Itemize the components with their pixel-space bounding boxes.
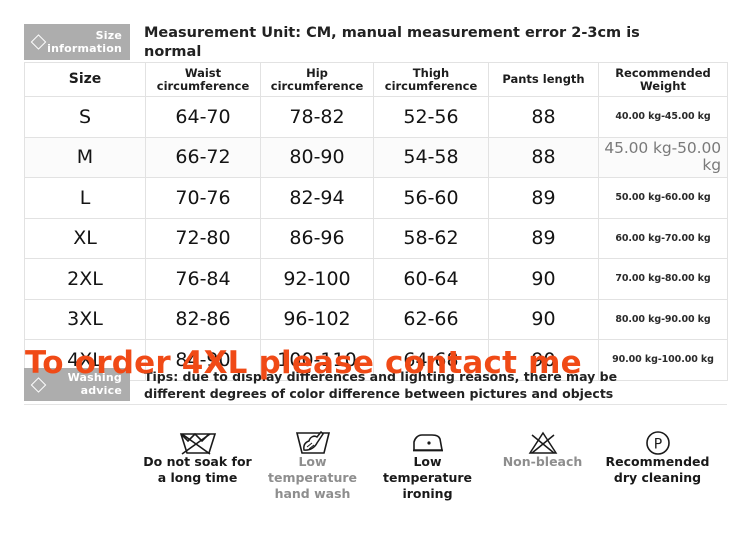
size-information-header: Size information Measurement Unit: CM, m… <box>24 24 726 62</box>
pants-length-cell: 90 <box>488 298 599 340</box>
weight-cell: 90.00 kg-100.00 kg <box>598 339 728 381</box>
size-cell: L <box>24 177 146 219</box>
pants-length-cell: 89 <box>488 217 599 259</box>
column-header-size: Size <box>24 62 146 97</box>
table-row: XL 72-80 86-96 58-62 89 60.00 kg-70.00 kg <box>24 217 728 259</box>
wash-tag-line-1: Washing <box>67 371 122 384</box>
diamond-icon <box>30 376 47 393</box>
thigh-cell: 54-58 <box>373 136 489 178</box>
weight-cell: 45.00 kg-50.00 kg <box>598 136 728 178</box>
iron-icon <box>405 428 451 458</box>
table-row: 2XL 76-84 92-100 60-64 90 70.00 kg-80.00 kg <box>24 258 728 300</box>
table-row: S 64-70 78-82 52-56 88 40.00 kg-45.00 kg <box>24 96 728 138</box>
hand-wash-icon <box>290 428 336 458</box>
size-cell: 2XL <box>24 258 146 300</box>
washing-advice-header: Washing advice Tips: due to display diff… <box>24 368 726 402</box>
weight-cell: 60.00 kg-70.00 kg <box>598 217 728 259</box>
washing-advice-tag: Washing advice <box>24 368 130 401</box>
diamond-icon <box>30 34 47 50</box>
pants-length-cell: 89 <box>488 177 599 219</box>
care-label: Non-bleach <box>502 454 583 469</box>
size-cell: XL <box>24 217 146 259</box>
column-header-recommended-weight: Recommended Weight <box>598 62 728 97</box>
table-row: 3XL 82-86 96-102 62-66 90 80.00 kg-90.00 kg <box>24 298 728 340</box>
hip-cell: 78-82 <box>260 96 374 138</box>
table-header-row: Size Waist circumference Hip circumferen… <box>24 62 728 97</box>
color-difference-note: Tips: due to display differences and lig… <box>144 369 618 401</box>
weight-cell: 70.00 kg-80.00 kg <box>598 258 728 300</box>
table-row: L 70-76 82-94 56-60 89 50.00 kg-60.00 kg <box>24 177 728 219</box>
table-row: M 66-72 80-90 54-58 88 45.00 kg-50.00 kg <box>24 136 728 178</box>
thigh-cell: 62-66 <box>373 298 489 340</box>
column-header-hip: Hip circumference <box>260 62 374 97</box>
hip-cell: 92-100 <box>260 258 374 300</box>
waist-cell: 72-80 <box>145 217 261 259</box>
column-header-pants-length: Pants length <box>488 62 599 97</box>
wash-tag-line-2: advice <box>80 384 122 397</box>
hip-cell: 82-94 <box>260 177 374 219</box>
care-label: Do not soak for a long time <box>143 454 252 485</box>
care-label: Recommended dry cleaning <box>605 454 710 485</box>
pants-length-cell: 88 <box>488 136 599 178</box>
waist-cell: 66-72 <box>145 136 261 178</box>
do-not-soak-icon <box>175 428 221 458</box>
table-row: 4XL 84-90 100-110 64-68 90 90.00 kg-100.00 kg <box>24 339 728 381</box>
hip-cell: 86-96 <box>260 217 374 259</box>
hip-cell: 96-102 <box>260 298 374 340</box>
size-tag-line-2: information <box>47 41 122 55</box>
column-header-waist: Waist circumference <box>145 62 261 97</box>
thigh-cell: 60-64 <box>373 258 489 300</box>
non-bleach-icon <box>520 428 566 458</box>
measurement-unit-title: Measurement Unit: CM, manual measurement… <box>144 25 640 60</box>
waist-cell: 82-86 <box>145 298 261 340</box>
size-tag-line-1: Size <box>95 28 122 42</box>
care-item: Non-bleach <box>485 428 600 470</box>
size-information-tag: Size information <box>24 24 130 60</box>
care-instructions-row: Do not soak for a long time Low temperatu… <box>140 428 715 502</box>
hip-cell: 80-90 <box>260 136 374 178</box>
svg-text:P: P <box>653 437 661 453</box>
weight-cell: 50.00 kg-60.00 kg <box>598 177 728 219</box>
column-header-thigh: Thigh circumference <box>373 62 489 97</box>
waist-cell: 76-84 <box>145 258 261 300</box>
care-item: Low temperature hand wash <box>255 428 370 502</box>
care-item: Do not soak for a long time <box>140 428 255 486</box>
size-cell: S <box>24 96 146 138</box>
size-cell: 3XL <box>24 298 146 340</box>
care-item: P Recommended dry cleaning <box>600 428 715 486</box>
pants-length-cell: 88 <box>488 96 599 138</box>
divider <box>24 404 727 405</box>
weight-cell: 40.00 kg-45.00 kg <box>598 96 728 138</box>
thigh-cell: 58-62 <box>373 217 489 259</box>
waist-cell: 84-90 <box>145 339 261 381</box>
thigh-cell: 64-68 <box>373 339 489 381</box>
waist-cell: 70-76 <box>145 177 261 219</box>
waist-cell: 64-70 <box>145 96 261 138</box>
size-chart-table: Size Waist circumference Hip circumferen… <box>24 62 728 381</box>
care-item: Low temperature ironing <box>370 428 485 502</box>
care-label: Low temperature hand wash <box>267 454 358 501</box>
size-cell: M <box>24 136 146 178</box>
dry-clean-icon: P <box>635 428 681 458</box>
care-label: Low temperature ironing <box>382 454 473 501</box>
pants-length-cell: 90 <box>488 258 599 300</box>
weight-cell: 80.00 kg-90.00 kg <box>598 298 728 340</box>
thigh-cell: 56-60 <box>373 177 489 219</box>
thigh-cell: 52-56 <box>373 96 489 138</box>
